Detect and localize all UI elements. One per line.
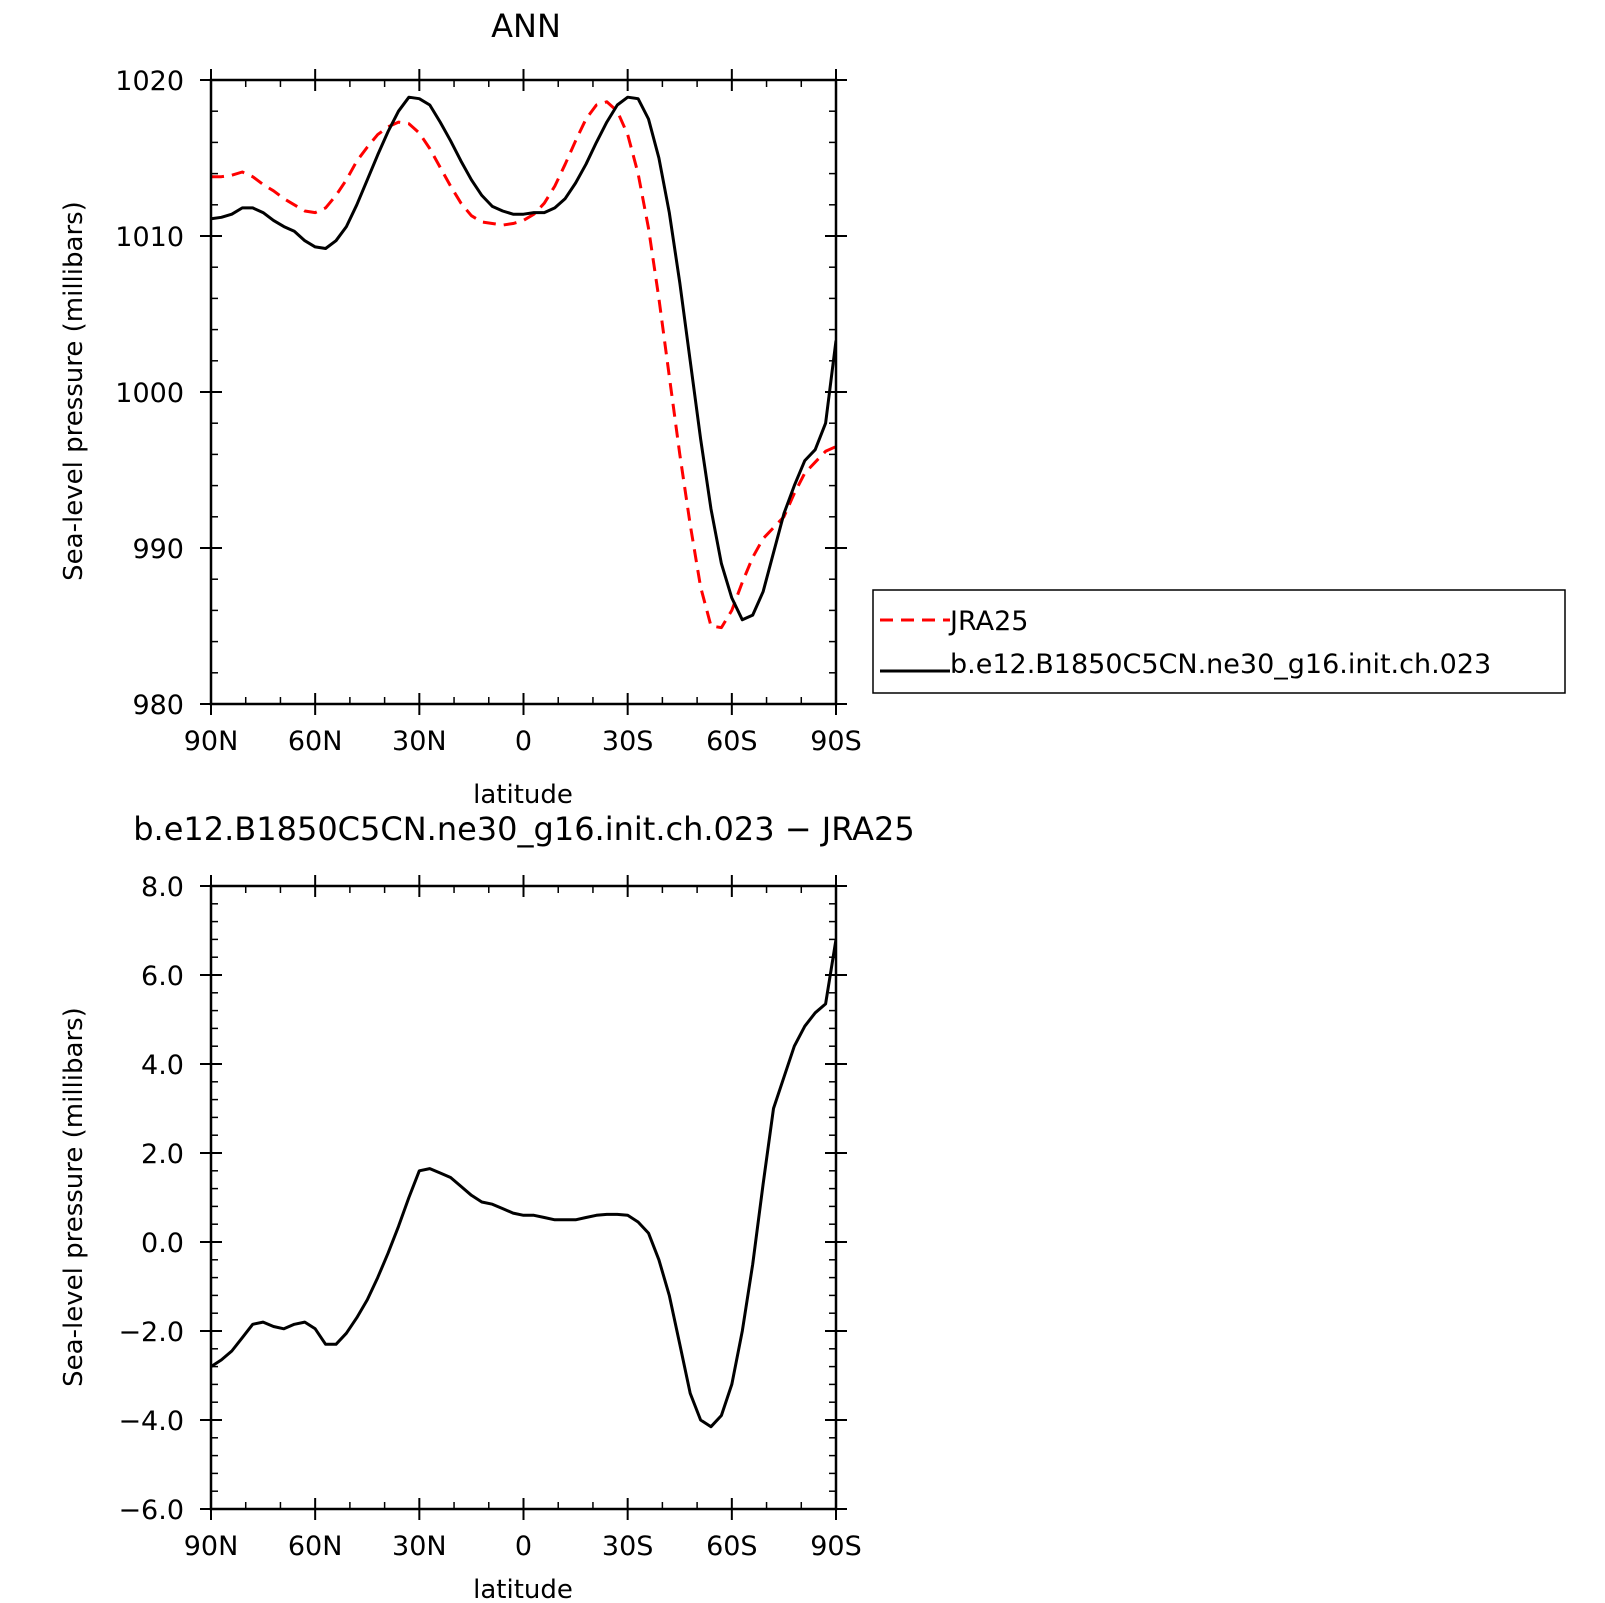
bottom-chart-frame [209, 884, 838, 1511]
bottom-chart-x-tick-labels: 90N 60N 30N 0 30S 60S 90S [184, 1531, 862, 1562]
top-chart-title: ANN [491, 7, 561, 45]
y-tick-label: −4.0 [118, 1406, 184, 1437]
series-line-b-e12-b1850c5cn-ne30-g16-init-ch-023 [211, 95, 836, 622]
x-tick-label: 30N [392, 726, 447, 757]
x-tick-label: 90S [810, 1531, 862, 1562]
top-chart-x-tick-labels: 90N 60N 30N 0 30S 60S 90S [184, 726, 862, 757]
x-tick-label: 60S [706, 1531, 758, 1562]
top-chart-y-tick-labels: 980 990 1000 1010 1020 [115, 66, 184, 721]
bottom-chart-ticks [200, 875, 847, 1520]
x-tick-label: 30S [602, 726, 654, 757]
bottom-chart-panel: b.e12.B1850C5CN.ne30_g16.init.ch.023 − J… [59, 810, 915, 1603]
top-chart-frame [209, 78, 838, 706]
legend-box [872, 589, 1566, 694]
y-tick-label: −6.0 [118, 1495, 184, 1526]
y-tick-label: 6.0 [141, 961, 184, 992]
top-chart-ticks [200, 69, 847, 715]
bottom-chart-series [211, 939, 836, 1429]
x-tick-label: 60S [706, 726, 758, 757]
x-tick-label: 0 [515, 1531, 532, 1562]
series-line-difference [211, 939, 836, 1429]
bottom-chart-y-axis-title: Sea-level pressure (millibars) [59, 1007, 89, 1387]
series-line-jra25 [211, 100, 836, 630]
y-tick-label: 990 [132, 534, 184, 565]
x-tick-label: 90S [810, 726, 862, 757]
y-tick-label: 1020 [115, 66, 184, 97]
x-tick-label: 90N [184, 726, 239, 757]
top-chart-series [211, 95, 836, 630]
bottom-chart-x-axis-title: latitude [473, 1575, 573, 1603]
y-tick-label: 8.0 [141, 872, 184, 903]
x-tick-label: 30S [602, 1531, 654, 1562]
top-chart-panel: ANN 90N 60N 30N 0 30S 60S 90S 980 990 1000 1010 10… [59, 7, 862, 810]
y-tick-label: 4.0 [141, 1050, 184, 1081]
y-tick-label: 2.0 [141, 1139, 184, 1170]
y-tick-label: 1000 [115, 378, 184, 409]
top-chart-x-axis-title: latitude [473, 780, 573, 810]
bottom-chart-y-tick-labels: −6.0 −4.0 −2.0 0.0 2.0 4.0 6.0 8.0 [118, 872, 184, 1526]
x-tick-label: 30N [392, 1531, 447, 1562]
top-chart-y-axis-title: Sea-level pressure (millibars) [59, 201, 89, 581]
legend-label-model: b.e12.B1850C5CN.ne30_g16.init.ch.023 [950, 649, 1491, 680]
legend: JRA25 b.e12.B1850C5CN.ne30_g16.init.ch.0… [872, 589, 1566, 694]
y-tick-label: 0.0 [141, 1228, 184, 1259]
y-tick-label: 1010 [115, 222, 184, 253]
y-tick-label: −2.0 [118, 1317, 184, 1348]
x-tick-label: 60N [288, 1531, 343, 1562]
bottom-chart-title: b.e12.B1850C5CN.ne30_g16.init.ch.023 − J… [133, 810, 915, 848]
legend-label-jra25: JRA25 [948, 606, 1028, 637]
x-tick-label: 90N [184, 1531, 239, 1562]
x-tick-label: 0 [515, 726, 532, 757]
x-tick-label: 60N [288, 726, 343, 757]
y-tick-label: 980 [132, 690, 184, 721]
